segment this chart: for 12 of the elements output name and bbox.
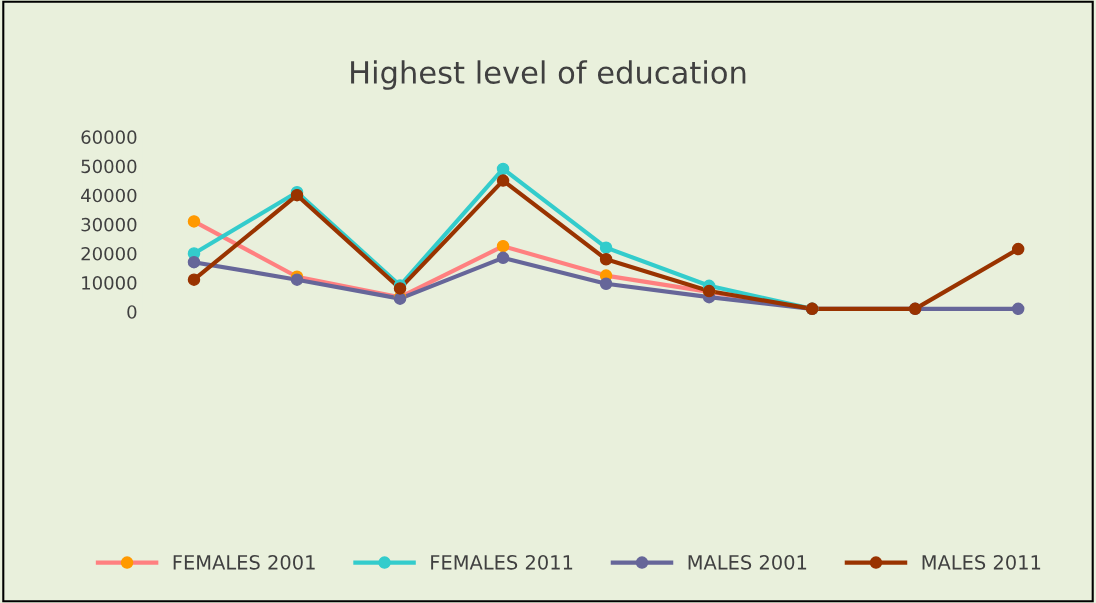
legend-label: FEMALES 2001 <box>173 554 315 570</box>
legend-label: FEMALES 2011 <box>431 554 573 570</box>
legend-label: MALES 2001 <box>688 554 807 570</box>
y-tick-label: 40000 <box>81 188 137 203</box>
y-tick-label: 60000 <box>81 130 137 144</box>
legend-label: MALES 2011 <box>922 554 1041 570</box>
y-tick-label: 0 <box>127 305 137 319</box>
y-tick-label: 30000 <box>81 217 137 232</box>
y-tick-label: 10000 <box>82 276 137 290</box>
y-tick-label: 20000 <box>81 246 137 261</box>
y-tick-label: 50000 <box>81 159 137 174</box>
chart-title: Highest level of education <box>351 60 746 90</box>
